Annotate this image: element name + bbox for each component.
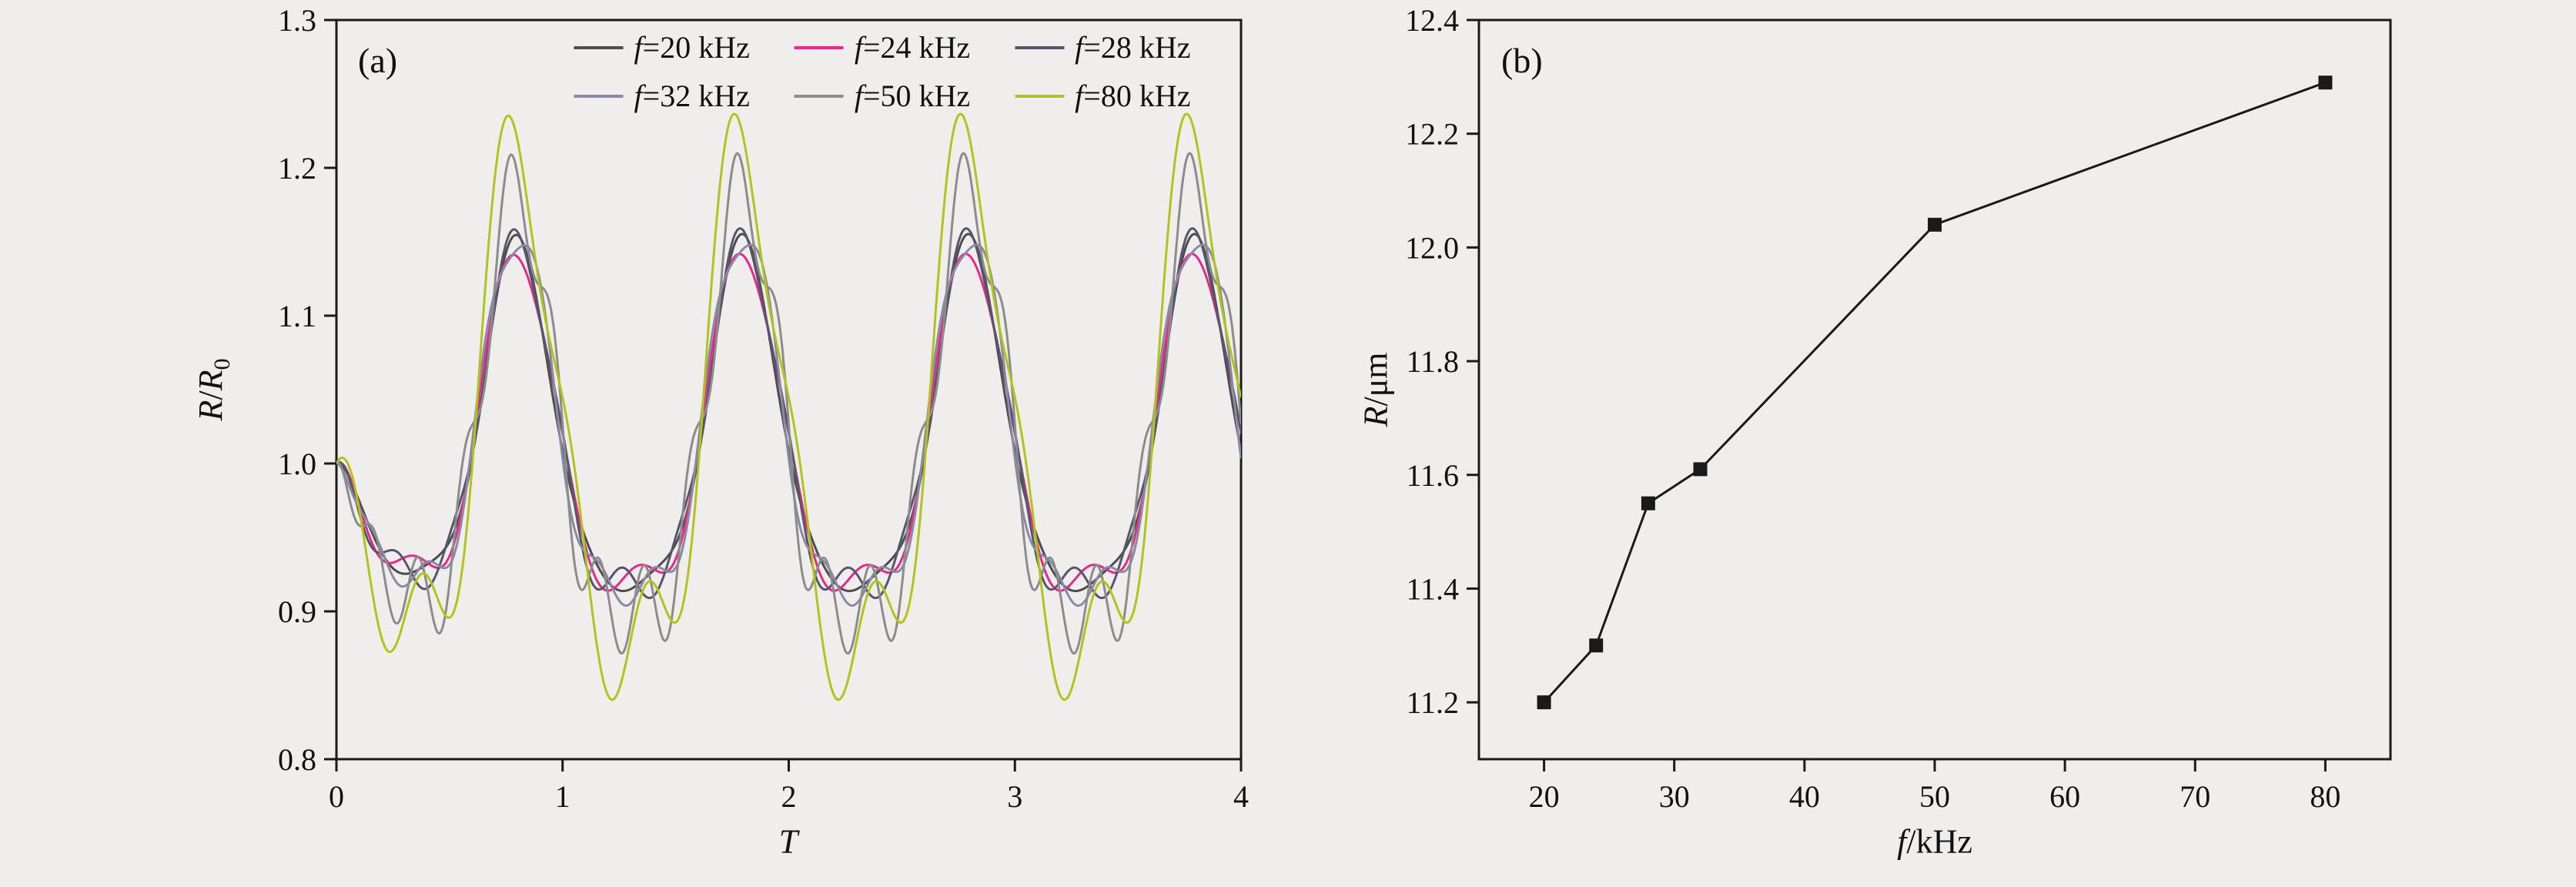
legend-line-swatch (1015, 45, 1065, 49)
y-tick-label: 1.1 (278, 299, 316, 333)
series-line-80khz (336, 112, 1241, 701)
data-point-marker (1693, 462, 1708, 477)
data-point-marker (1589, 638, 1604, 653)
axis-label-part: / (192, 390, 230, 400)
legend-label-text: =24 kHz (862, 30, 971, 65)
axis-label-part: R (192, 400, 230, 421)
legend-line-swatch (794, 45, 844, 49)
data-point-marker (1537, 695, 1551, 710)
legend-item-32khz: f =32 kHz (574, 78, 750, 114)
legend: f =20 kHz f =24 kHz f =28 kHz f =32 kHz f =50 kHz… (574, 29, 1190, 114)
y-tick-label: 1.0 (278, 447, 316, 481)
y-tick-label: 1.3 (278, 3, 316, 38)
panel-a-axes: 0 1 2 3 4 0.8 0.9 1.0 1.1 1.2 1.3 (278, 3, 1249, 814)
axis-label-part: 0 (209, 358, 235, 370)
y-tick-label: 12.2 (1405, 117, 1459, 152)
y-axis-label-panel-b: R/μm (1357, 353, 1396, 427)
panel-a-series (336, 112, 1241, 701)
x-tick-label: 3 (1007, 779, 1022, 814)
x-tick-label: 4 (1233, 779, 1249, 814)
legend-line-swatch (1015, 94, 1065, 98)
legend-label-prefix: f (854, 79, 863, 113)
panel-b-axes: 20 30 40 50 60 70 80 11.2 11.4 11.6 11.8 12.0 12.2 12… (1405, 3, 2392, 814)
legend-line-swatch (574, 94, 624, 98)
axis-label-part: R (192, 370, 230, 391)
panel-label-a: (a) (358, 41, 398, 80)
legend-label-prefix: f (1075, 30, 1084, 65)
series-line-50khz (336, 152, 1241, 655)
plot-frame-a (335, 18, 1243, 761)
legend-row-1: f =20 kHz f =24 kHz f =28 kHz (574, 29, 1190, 65)
legend-item-20khz: f =20 kHz (574, 29, 750, 65)
x-tick-label: 70 (2180, 779, 2210, 814)
legend-label-prefix: f (634, 79, 643, 113)
x-tick-label: 0 (329, 779, 344, 814)
x-tick-label: 80 (2310, 779, 2340, 814)
axis-label-part: /kHz (1906, 822, 1972, 861)
x-tick-label: 1 (555, 779, 570, 814)
axis-label-part: T (778, 822, 798, 861)
axis-label-part: /μm (1357, 352, 1395, 407)
legend-row-2: f =32 kHz f =50 kHz f =80 kHz (574, 78, 1190, 114)
y-tick-label: 11.8 (1406, 344, 1459, 379)
legend-item-80khz: f =80 kHz (1015, 78, 1190, 114)
legend-label-prefix: f (634, 30, 643, 65)
legend-label-text: =80 kHz (1083, 79, 1191, 113)
y-tick-label: 0.9 (278, 594, 316, 629)
x-axis-label-panel-a: T (779, 822, 798, 862)
legend-label-text: =32 kHz (642, 79, 750, 113)
y-tick-label: 11.4 (1406, 571, 1459, 606)
panel-label-b: (b) (1501, 41, 1543, 80)
x-tick-label: 40 (1789, 779, 1820, 814)
y-tick-label: 11.6 (1406, 458, 1459, 493)
legend-line-swatch (794, 94, 844, 98)
data-point-marker (1928, 217, 1942, 232)
y-axis-label-panel-a: R/R0 (191, 359, 236, 421)
data-point-marker (2318, 75, 2333, 90)
x-axis-label-panel-b: f/kHz (1897, 822, 1972, 862)
x-tick-label: 2 (781, 779, 797, 814)
panel-b-data (1537, 75, 2333, 710)
legend-item-28khz: f =28 kHz (1015, 29, 1190, 65)
legend-item-50khz: f =50 kHz (794, 78, 971, 114)
legend-label-text: =28 kHz (1083, 30, 1191, 65)
axis-label-part: R (1357, 406, 1395, 427)
y-tick-label: 12.4 (1405, 3, 1459, 38)
x-tick-label: 20 (1529, 779, 1560, 814)
panel-b-line (1543, 81, 2326, 704)
legend-label-text: =50 kHz (862, 79, 971, 113)
data-point-marker (1641, 496, 1655, 510)
x-tick-label: 50 (1919, 779, 1950, 814)
x-tick-label: 30 (1659, 779, 1690, 814)
legend-label-text: =20 kHz (642, 30, 750, 65)
x-tick-label: 60 (2049, 779, 2080, 814)
y-tick-label: 1.2 (278, 151, 316, 186)
plot-frame-b (1477, 18, 2392, 761)
legend-label-prefix: f (1075, 79, 1084, 113)
axis-label-part: f (1897, 822, 1907, 861)
legend-label-prefix: f (854, 30, 863, 65)
y-tick-label: 12.0 (1405, 230, 1459, 265)
y-tick-label: 0.8 (278, 742, 316, 777)
legend-item-24khz: f =24 kHz (794, 29, 971, 65)
legend-line-swatch (574, 45, 624, 49)
series-line-32khz (336, 243, 1241, 607)
y-tick-label: 11.2 (1406, 685, 1459, 720)
